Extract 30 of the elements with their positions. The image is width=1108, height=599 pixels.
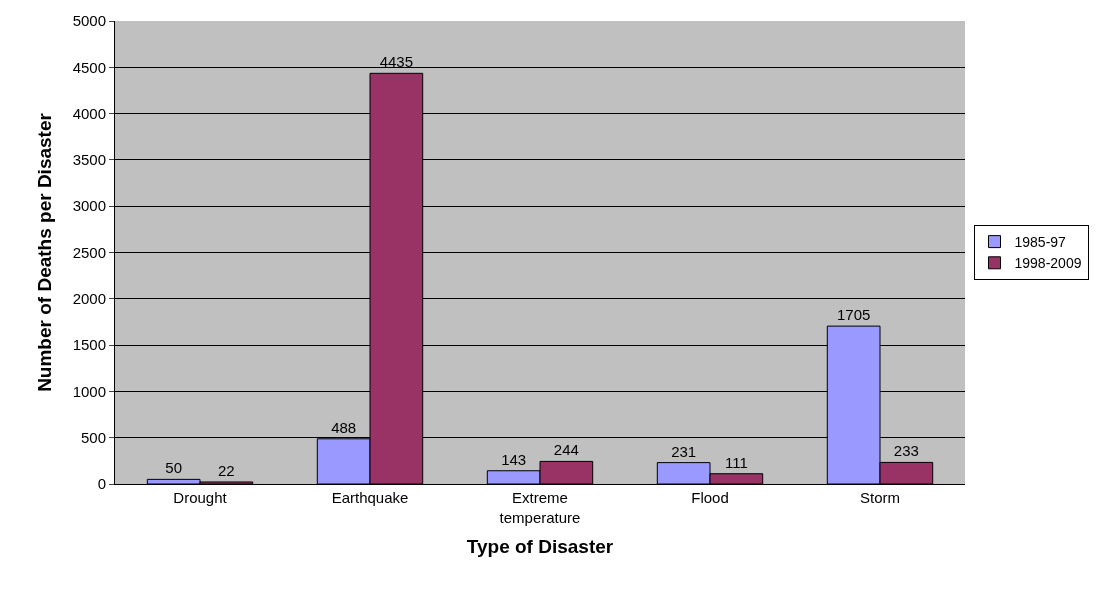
y-tick-label: 4000 — [72, 104, 106, 122]
data-label: 244 — [553, 441, 579, 459]
data-label: 488 — [331, 418, 357, 436]
data-label: 22 — [218, 461, 235, 479]
y-tick-label: 5000 — [72, 12, 106, 30]
data-label: 233 — [893, 442, 919, 460]
legend-label: 1985-97 — [1014, 234, 1067, 251]
x-tick-label: Flood — [691, 489, 729, 506]
data-label: 4435 — [379, 53, 414, 71]
data-label: 1705 — [836, 306, 871, 324]
x-axis-title: Type of Disaster — [466, 536, 614, 558]
data-label: 231 — [671, 442, 697, 460]
y-tick-label: 2000 — [72, 290, 106, 308]
x-tick-label: Earthquake — [331, 489, 409, 506]
y-tick-label: 2500 — [72, 243, 106, 261]
y-tick-label: 1500 — [72, 336, 106, 354]
x-tick-label: Drought — [173, 489, 228, 506]
x-tick-label: Extreme temperature — [499, 489, 581, 526]
y-tick-label: 0 — [97, 475, 106, 493]
data-label: 111 — [724, 453, 748, 471]
legend-label: 1998-2009 — [1014, 255, 1082, 272]
y-tick-label: 1000 — [72, 382, 106, 400]
data-label: 143 — [501, 450, 527, 468]
y-tick-label: 3500 — [72, 151, 106, 169]
x-tick-label: Storm — [859, 489, 901, 506]
y-tick-label: 3000 — [72, 197, 106, 215]
y-axis-title: Number of Deaths per Disaster — [34, 112, 56, 392]
y-tick-label: 4500 — [72, 58, 106, 76]
y-tick-label: 500 — [80, 428, 106, 446]
data-label: 50 — [165, 459, 182, 477]
